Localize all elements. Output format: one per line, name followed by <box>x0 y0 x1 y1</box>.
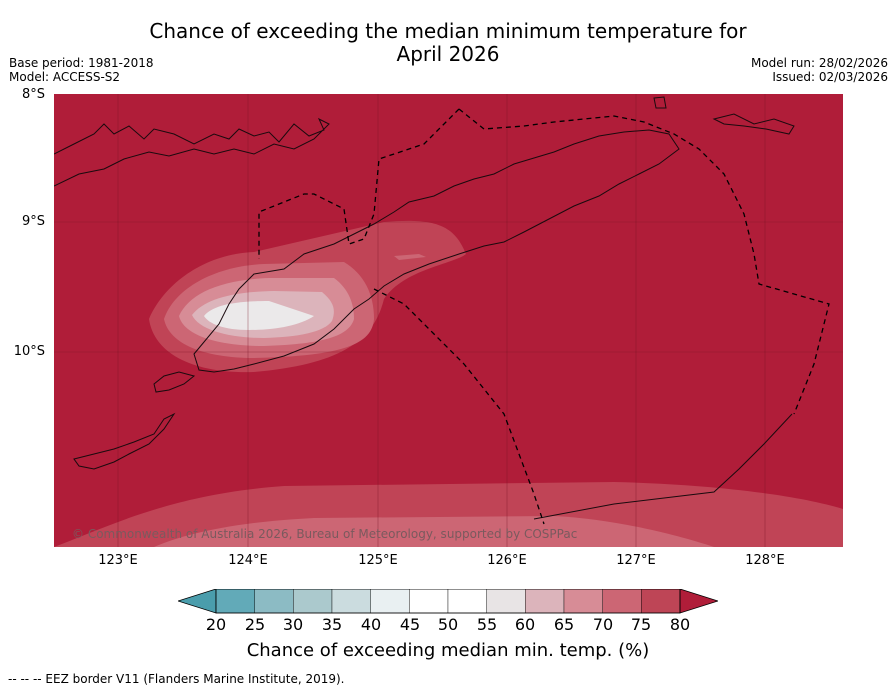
meta-left: Base period: 1981-2018 Model: ACCESS-S2 <box>9 56 154 84</box>
colorbar-box <box>525 589 565 614</box>
colorbar-box <box>486 589 526 614</box>
colorbar-tick-30: 30 <box>282 615 304 634</box>
colorbar-tick-60: 60 <box>514 615 536 634</box>
colorbar-tick-70: 70 <box>592 615 614 634</box>
colorbar-box <box>293 589 333 614</box>
model-text: Model: ACCESS-S2 <box>9 70 121 84</box>
colorbar-box <box>447 589 487 614</box>
lat-label-8s: 8°S <box>21 87 45 102</box>
colorbar-tick-25: 25 <box>244 615 266 634</box>
lon-label-127e: 127°E <box>616 553 656 568</box>
colorbar-box <box>563 589 603 614</box>
colorbar-box <box>409 589 449 614</box>
coast-rote <box>153 371 196 393</box>
colorbar-frame <box>215 589 681 614</box>
colorbar-tick-75: 75 <box>630 615 652 634</box>
colorbar <box>178 589 718 614</box>
colorbar-box <box>331 589 371 614</box>
eez-borders <box>258 108 830 525</box>
colorbar-tick-20: 20 <box>205 615 227 634</box>
eez-footnote: -- -- -- EEZ border V11 (Flanders Marine… <box>8 672 345 686</box>
colorbar-box <box>602 589 642 614</box>
contour-south-70 <box>154 516 714 547</box>
colorbar-tick-40: 40 <box>360 615 382 634</box>
colorbar-tick-80: 80 <box>669 615 691 634</box>
lon-label-126e: 126°E <box>487 553 527 568</box>
coast-small-island <box>653 96 667 109</box>
contour-center-55 <box>204 301 314 330</box>
colorbar-label: Chance of exceeding median min. temp. (%… <box>246 640 650 661</box>
model-run-text: Model run: 28/02/2026 <box>750 56 888 70</box>
colorbar-tick-35: 35 <box>321 615 343 634</box>
colorbar-boxes <box>215 589 681 614</box>
colorbar-tick-50: 50 <box>437 615 459 634</box>
eez-border-west <box>258 108 460 259</box>
colorbar-box <box>641 589 681 614</box>
lon-label-128e: 128°E <box>745 553 785 568</box>
coast-timor <box>193 129 680 373</box>
coast-wetar <box>712 113 795 135</box>
forecast-map <box>54 94 843 547</box>
issued-text: Issued: 02/03/2026 <box>772 70 888 84</box>
colorbar-arrow-high <box>679 589 718 614</box>
lon-label-123e: 123°E <box>98 553 138 568</box>
coast-sawu <box>73 412 176 470</box>
meta-right: Model run: 28/02/2026 Issued: 02/03/2026 <box>751 56 888 84</box>
copyright-notice: © Commonwealth of Australia 2026, Bureau… <box>72 527 578 541</box>
colorbar-tick-45: 45 <box>399 615 421 634</box>
graticule <box>54 94 843 547</box>
colorbar-tick-55: 55 <box>476 615 498 634</box>
eez-border-central <box>373 288 545 525</box>
lon-label-125e: 125°E <box>358 553 398 568</box>
lon-label-124e: 124°E <box>228 553 268 568</box>
map-title-line2: April 2026 <box>396 42 500 66</box>
colorbar-box <box>370 589 410 614</box>
lat-label-10s: 10°S <box>13 344 45 359</box>
base-period-text: Base period: 1981-2018 <box>9 56 154 70</box>
coastlines <box>54 96 795 520</box>
coast-flores-alor <box>54 117 330 187</box>
lat-label-9s: 9°S <box>21 214 45 229</box>
contour-small-70 <box>394 254 426 260</box>
colorbar-arrow-low <box>178 589 217 614</box>
eez-border-north <box>458 108 830 415</box>
coast-south-east <box>533 413 793 520</box>
map-title-line1: Chance of exceeding the median minimum t… <box>149 19 747 43</box>
map-title: Chance of exceeding the median minimum t… <box>0 20 896 66</box>
colorbar-tick-65: 65 <box>553 615 575 634</box>
colorbar-box <box>215 589 255 614</box>
colorbar-box <box>254 589 294 614</box>
